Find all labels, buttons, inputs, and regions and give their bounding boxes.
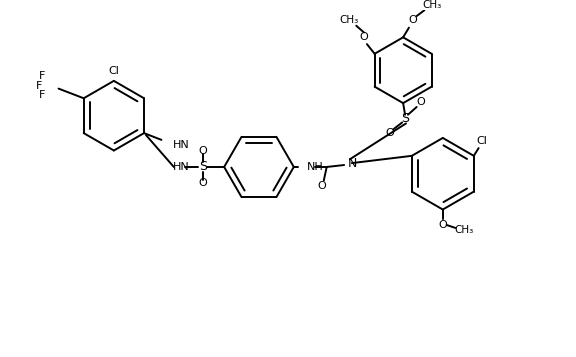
- Text: O: O: [416, 97, 425, 107]
- Text: NH: NH: [308, 162, 324, 172]
- Text: O: O: [438, 220, 447, 230]
- Text: S: S: [401, 112, 409, 125]
- Text: F: F: [39, 71, 46, 81]
- Text: CH₃: CH₃: [423, 0, 442, 10]
- Text: CH₃: CH₃: [340, 15, 359, 25]
- Text: O: O: [199, 146, 207, 156]
- Text: CH₃: CH₃: [454, 225, 473, 235]
- Text: O: O: [317, 181, 326, 191]
- Text: O: O: [385, 128, 394, 138]
- Text: F: F: [39, 90, 46, 100]
- Text: HN: HN: [173, 140, 190, 150]
- Text: O: O: [199, 178, 207, 188]
- Text: O: O: [408, 15, 417, 25]
- Text: O: O: [359, 32, 369, 42]
- Text: N: N: [348, 157, 357, 170]
- Text: F: F: [36, 81, 43, 91]
- Text: HN: HN: [173, 162, 190, 172]
- Text: S: S: [199, 160, 207, 174]
- Text: Cl: Cl: [476, 136, 487, 146]
- Text: Cl: Cl: [108, 66, 119, 76]
